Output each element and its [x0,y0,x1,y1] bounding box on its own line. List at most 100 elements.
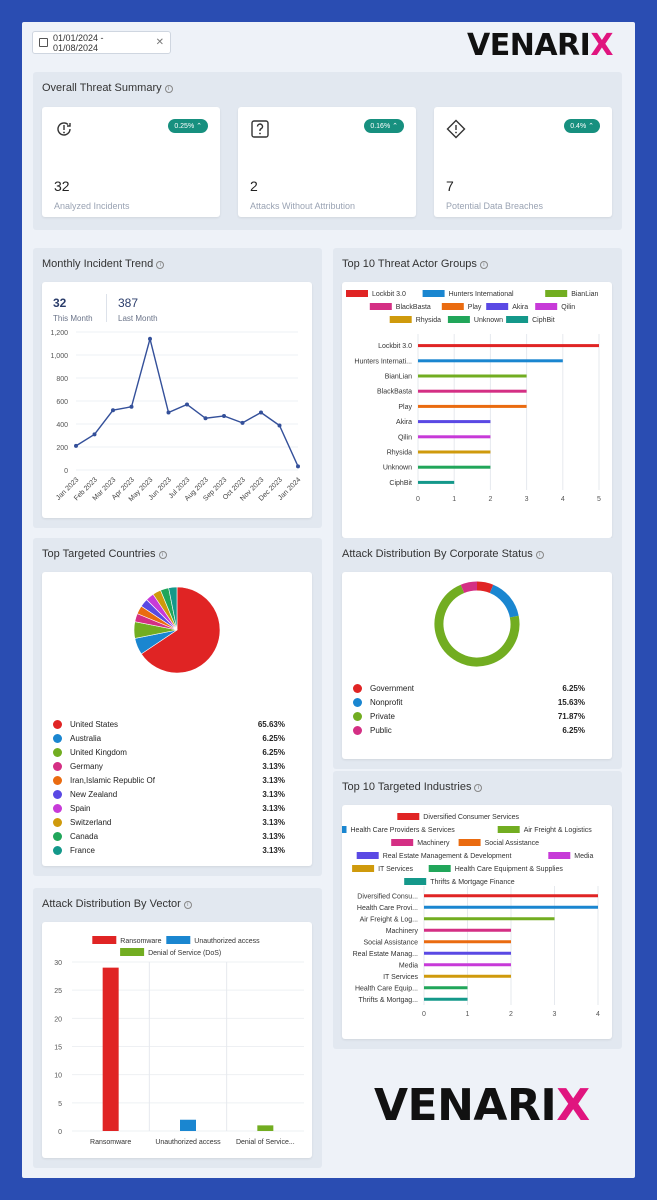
y-tick-label: 15 [54,1045,62,1052]
y-tick-label: 600 [56,399,68,406]
bar [424,951,511,955]
legend-item[interactable]: Switzerland 3.13% [53,818,285,827]
kpi-label: Analyzed Incidents [54,201,130,211]
corporate-card: Government 6.25% Nonprofit 15.63% Private 71.… [342,572,612,759]
bar [424,928,511,932]
info-icon[interactable]: i [164,85,173,93]
y-tick-label: CiphBit [389,480,412,487]
legend-swatch [92,936,117,944]
legend-value: 6.25% [262,748,285,757]
legend-item[interactable]: Australia 6.25% [53,734,285,743]
legend-swatch [506,316,529,323]
legend-item[interactable]: Nonprofit 15.63% [353,698,585,707]
y-tick-label: Air Freight & Log... [360,916,418,923]
date-range-picker[interactable]: 01/01/2024 - 01/08/2024 ✕ [32,31,171,54]
legend-label: Government [370,684,415,693]
vector-card: Ransomware Unauthorized access Denial of S… [42,922,312,1158]
this-month-label: This Month [53,314,93,323]
legend-label: Play [468,304,482,311]
attack-vector-bar-chart: Ransomware Unauthorized access Denial of S… [54,936,304,1146]
legend-swatch [428,865,451,872]
legend-item[interactable]: Spain 3.13% [53,804,285,813]
threat-summary-panel: Overall Threat Summary i 0.25% ⌃ 32 Analy… [33,72,622,230]
bar [424,917,555,921]
info-icon[interactable]: i [158,551,167,559]
bar [418,435,491,439]
legend-swatch [441,303,464,310]
y-tick-label: Real Estate Manag... [353,951,418,958]
legend-item[interactable]: Private 71.87% [353,712,585,721]
bar [180,1119,196,1131]
data-point [148,336,152,341]
legend-label: Canada [70,832,99,841]
legend-swatch [166,936,191,944]
legend-swatch [391,839,414,846]
countries-panel: Top Targeted Countries i United States 65.… [33,538,322,876]
info-icon[interactable]: i [156,261,165,269]
legend-label: Unauthorized access [194,938,260,945]
legend-dot [53,818,62,827]
info-icon[interactable]: i [183,901,192,909]
legend-label: Ransomware [120,938,161,945]
kpi-card: 0.4% ⌃ 7 Potential Data Breaches [434,107,612,217]
data-point [185,402,189,407]
x-tick-label: 4 [596,1011,600,1018]
legend-label: Real Estate Management & Development [383,853,512,860]
bar [424,963,511,967]
y-tick-label: 30 [54,960,62,967]
y-tick-label: Hunters Internati... [354,358,412,365]
legend-item[interactable]: Canada 3.13% [53,832,285,841]
legend-label: Social Assistance [485,840,540,847]
change-badge: 0.25% ⌃ [168,119,208,133]
y-tick-label: Media [399,962,418,969]
legend-item[interactable]: United States 65.63% [53,720,285,729]
actors-card: Lockbit 3.0 Hunters International BianLian… [342,282,612,538]
legend-swatch [535,303,558,310]
legend-label: Switzerland [70,818,112,827]
legend-item[interactable]: Iran,Islamic Republic Of 3.13% [53,776,285,785]
legend-label: Unknown [474,317,503,324]
legend-label: Lockbit 3.0 [372,291,406,298]
legend-item[interactable]: United Kingdom 6.25% [53,748,285,757]
legend-dot [53,776,62,785]
x-tick-label: 3 [553,1011,557,1018]
y-tick-label: Play [398,404,412,411]
calendar-icon [39,38,48,47]
attack-vector-panel: Attack Distribution By Vector i Ransomwar… [33,888,322,1168]
legend-item[interactable]: Public 6.25% [353,726,585,735]
threat-actors-bar-chart: Lockbit 3.0 Hunters International BianLian… [346,290,601,503]
corporate-status-panel: Attack Distribution By Corporate Status i… [333,538,622,769]
donut-segment [434,584,520,667]
data-point [129,404,134,409]
y-tick-label: 1,200 [50,330,68,337]
bar [424,905,598,909]
legend-value: 3.13% [262,804,285,813]
data-point [203,416,208,421]
legend-dot [53,734,62,743]
threat-actors-panel: Top 10 Threat Actor Groups i Lockbit 3.0 H… [333,248,622,548]
info-icon[interactable]: i [479,261,488,269]
clock-alert-icon [57,122,71,136]
date-range-text: 01/01/2024 - 01/08/2024 [52,32,104,53]
info-icon[interactable]: i [535,551,544,559]
x-tick-label: 0 [416,496,420,503]
legend-item[interactable]: New Zealand 3.13% [53,790,285,799]
legend-dot [353,684,362,693]
legend-label: United States [70,720,119,729]
legend-label: Qilin [561,304,575,311]
info-icon[interactable]: i [474,784,483,792]
donut-segment [476,581,494,594]
legend-item[interactable]: Government 6.25% [353,684,585,693]
y-tick-label: BianLian [385,374,412,381]
legend-item[interactable]: Germany 3.13% [53,762,285,771]
clear-date-icon[interactable]: ✕ [155,37,164,48]
legend-item[interactable]: France 3.13% [53,846,285,855]
legend-dot [53,846,62,855]
last-month-value: 387 [118,296,139,310]
legend-swatch [397,813,420,820]
legend-swatch [404,878,427,885]
y-tick-label: Rhysida [387,450,412,457]
y-tick-label: Health Care Provi... [357,905,418,912]
y-tick-label: BlackBasta [377,389,412,396]
